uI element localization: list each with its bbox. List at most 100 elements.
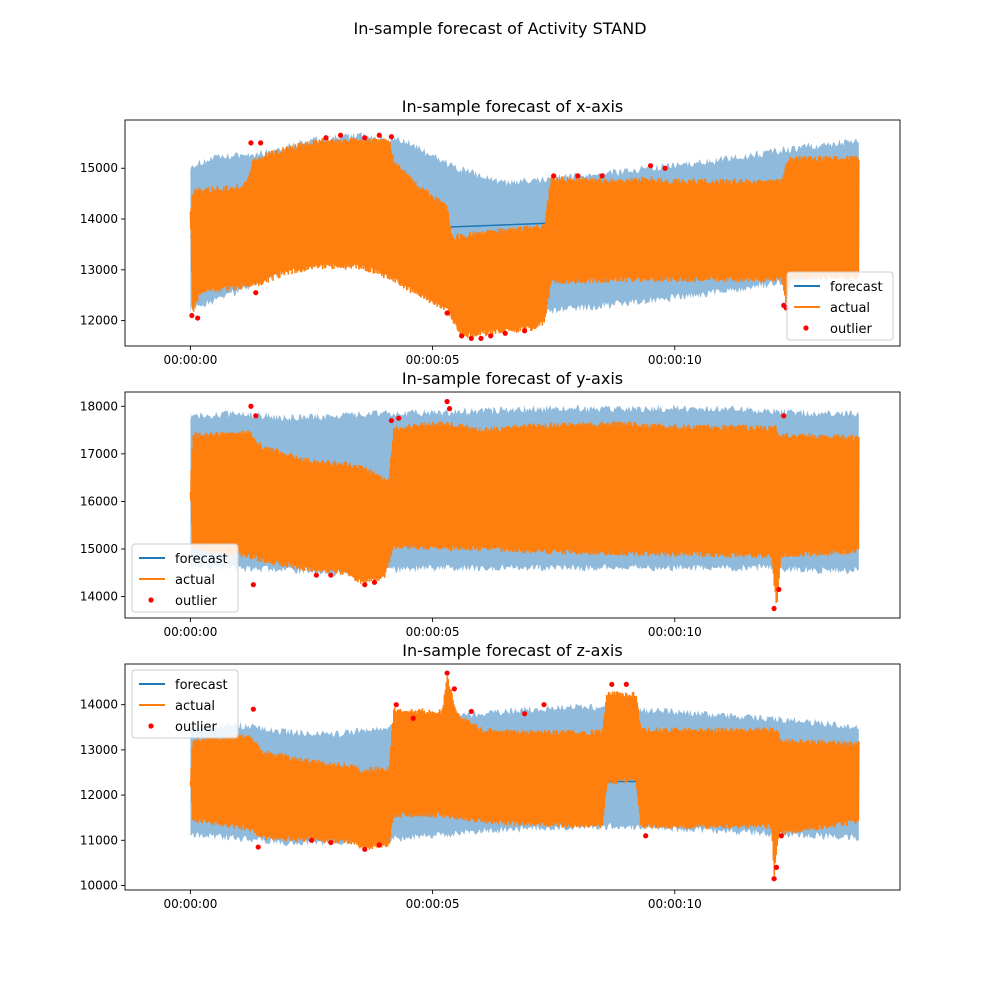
plot-area (189, 398, 860, 612)
x-tick-label: 00:00:00 (163, 897, 217, 911)
outlier-point (647, 163, 654, 169)
outlier-point (771, 876, 777, 882)
legend-outlier-marker (803, 325, 809, 331)
outlier-point (502, 330, 508, 336)
outlier-point (662, 165, 668, 171)
outlier-points (250, 670, 784, 882)
axes-frame (124, 391, 901, 619)
outlier-point (362, 846, 368, 852)
outlier-point (781, 413, 787, 419)
outlier-point (575, 173, 581, 179)
subplot-title: In-sample forecast of y-axis (402, 369, 623, 388)
legend-label: outlier (175, 720, 218, 735)
y-tick-label: 15000 (80, 161, 118, 175)
outlier-point (451, 686, 457, 692)
y-tick-label: 13000 (80, 263, 118, 277)
outlier-point (371, 579, 378, 585)
outlier-point (541, 702, 547, 708)
plot-area (189, 132, 860, 341)
y-tick-label: 16000 (80, 494, 118, 508)
legend-label: outlier (175, 594, 218, 609)
legend-box (786, 271, 894, 341)
x-tick-label: 00:00:00 (163, 353, 217, 367)
y-tick-label: 14000 (80, 212, 118, 226)
subplot-title: In-sample forecast of z-axis (402, 641, 622, 660)
y-tick-label: 10000 (80, 878, 118, 892)
subplots: 00:00:00 00:00:05 00:00:10 12000 13000 14000 1… (80, 97, 901, 911)
outlier-point (328, 572, 334, 578)
actual-line (189, 137, 860, 338)
figure-title: In-sample forecast of Activity STAND (353, 19, 646, 38)
outlier-point (362, 582, 368, 588)
outlier-point (643, 833, 649, 839)
outlier-point (468, 708, 474, 715)
outlier-point (551, 173, 557, 179)
outlier-point (599, 173, 605, 179)
actual-line (189, 676, 860, 876)
legend-box (131, 543, 239, 613)
x-tick-label: 00:00:05 (406, 353, 460, 367)
legend: forecast actual outlier (131, 543, 239, 613)
y-tick-label: 13000 (80, 743, 118, 757)
outlier-point (459, 333, 465, 339)
outlier-point (522, 328, 528, 334)
legend-label: actual (175, 573, 215, 588)
outlier-point (388, 417, 395, 424)
outlier-point (250, 706, 256, 712)
legend-outlier-marker (148, 597, 154, 603)
outlier-point (478, 335, 484, 341)
legend-label: forecast (175, 552, 228, 567)
legend: forecast actual outlier (786, 271, 894, 341)
outlier-point (253, 413, 259, 419)
y-tick-label: 12000 (80, 314, 118, 328)
outlier-point (195, 315, 201, 321)
outlier-point (778, 833, 784, 839)
plot-area (189, 670, 860, 882)
subplot-z: 00:00:00 00:00:05 00:00:10 10000 11000 12000 1… (80, 641, 901, 911)
outlier-point (468, 335, 474, 341)
outlier-point (328, 839, 334, 846)
legend-label: actual (830, 301, 870, 316)
x-tick-label: 00:00:10 (648, 353, 702, 367)
y-tick-label: 11000 (80, 833, 118, 847)
outlier-point (393, 702, 399, 708)
legend: forecast actual outlier (131, 669, 239, 739)
outlier-point (308, 837, 315, 843)
outlier-point (248, 403, 254, 409)
outlier-point (253, 290, 259, 296)
outlier-point (623, 681, 629, 687)
axes-frame (124, 663, 901, 891)
outlier-point (444, 398, 450, 405)
outlier-point (376, 132, 382, 138)
outlier-point (258, 140, 264, 146)
legend-label: forecast (830, 280, 883, 295)
y-tick-label: 14000 (80, 590, 118, 604)
y-tick-label: 15000 (80, 542, 118, 556)
legend-label: actual (175, 699, 215, 714)
subplot-title: In-sample forecast of x-axis (402, 97, 623, 116)
outlier-point (410, 715, 416, 721)
outlier-point (776, 586, 782, 593)
subplot-x: 00:00:00 00:00:05 00:00:10 12000 13000 14000 1… (80, 97, 901, 367)
y-tick-label: 14000 (80, 698, 118, 712)
x-tick-label: 00:00:05 (406, 625, 460, 639)
y-tick-label: 17000 (80, 447, 118, 461)
x-tick-label: 00:00:05 (406, 897, 460, 911)
legend-label: forecast (175, 678, 228, 693)
outlier-point (771, 605, 777, 612)
outlier-point (388, 134, 395, 140)
outlier-point (189, 312, 195, 319)
outlier-points (248, 398, 787, 612)
outlier-point (250, 582, 256, 588)
outlier-point (773, 864, 780, 871)
outlier-point (609, 681, 615, 687)
outlier-point (376, 842, 382, 848)
legend-outlier-marker (148, 723, 154, 729)
outlier-point (248, 140, 254, 146)
outlier-point (488, 333, 494, 339)
actual-line (189, 420, 860, 603)
x-tick-label: 00:00:10 (648, 897, 702, 911)
legend-label: outlier (830, 322, 873, 337)
outlier-point (313, 572, 319, 578)
